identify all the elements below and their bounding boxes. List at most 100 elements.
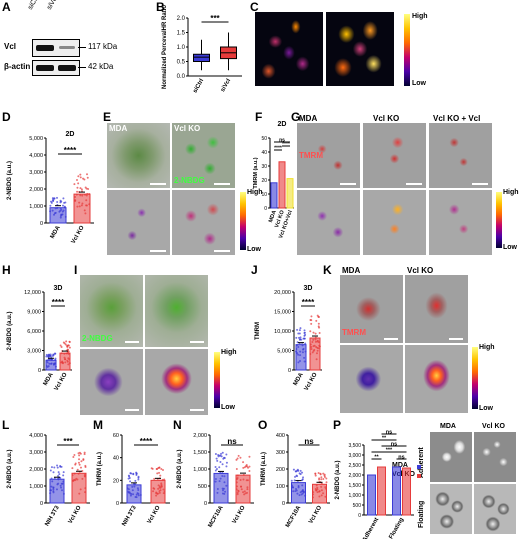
data-point bbox=[221, 463, 224, 466]
category-label: MDA bbox=[293, 371, 305, 386]
size-tick-vcl bbox=[78, 47, 86, 48]
data-point bbox=[312, 331, 315, 334]
data-point bbox=[248, 455, 251, 458]
y-tick-label: 0.0 bbox=[177, 74, 186, 80]
data-point bbox=[242, 466, 245, 469]
data-point bbox=[156, 472, 159, 475]
box bbox=[193, 53, 210, 62]
data-point bbox=[215, 457, 218, 460]
data-point bbox=[73, 454, 76, 457]
category-label: Vcl KO bbox=[147, 505, 162, 525]
data-point bbox=[78, 451, 81, 454]
data-point bbox=[325, 477, 328, 480]
category-label: Vcl KO bbox=[54, 372, 69, 392]
data-point bbox=[314, 474, 317, 477]
data-point bbox=[315, 319, 318, 322]
bar bbox=[150, 479, 166, 504]
data-point bbox=[214, 453, 217, 456]
y-axis-label: 2-NBDG (a.u.) bbox=[177, 449, 183, 488]
data-point bbox=[56, 466, 59, 469]
y-tick-label: 0 bbox=[264, 206, 267, 212]
micrograph-e-vclko-fire bbox=[172, 190, 235, 255]
k-stain-label: TMRM bbox=[342, 328, 366, 337]
y-axis-label: TMRM (a.u.) bbox=[253, 157, 259, 188]
significance-label: **** bbox=[302, 298, 315, 307]
data-point bbox=[52, 198, 55, 201]
micrograph-k-vclko-top bbox=[405, 275, 468, 343]
data-point bbox=[77, 182, 80, 185]
colorbar-c-low: Low bbox=[412, 80, 426, 87]
y-axis-label: 2-NBDG (a.u.) bbox=[7, 449, 13, 488]
y-tick-label: 5,000 bbox=[29, 136, 43, 142]
y-tick-label: 3,000 bbox=[348, 453, 361, 459]
significance-label: **** bbox=[140, 437, 153, 446]
data-point bbox=[214, 469, 217, 472]
data-point bbox=[79, 176, 82, 179]
y-tick-label: 200 bbox=[276, 467, 285, 473]
data-point bbox=[57, 475, 60, 478]
data-point bbox=[248, 469, 251, 472]
chart-title: 3D bbox=[54, 285, 63, 292]
data-point bbox=[132, 472, 135, 475]
micrograph-p-mda-floating bbox=[430, 484, 472, 534]
data-point bbox=[299, 473, 302, 476]
data-point bbox=[66, 344, 69, 347]
data-point bbox=[299, 327, 302, 330]
data-point bbox=[60, 346, 63, 349]
y-tick-label: 10 bbox=[261, 192, 267, 198]
y-tick-label: 0 bbox=[40, 221, 43, 227]
data-point bbox=[299, 336, 302, 339]
e-col-mda: MDA bbox=[109, 124, 128, 133]
y-tick-label: 15,000 bbox=[274, 310, 291, 316]
data-point bbox=[58, 473, 61, 476]
data-point bbox=[137, 478, 140, 481]
panel-label-m: M bbox=[93, 418, 103, 432]
scalebar-i-2 bbox=[190, 341, 204, 343]
category-label: Vcl KO bbox=[232, 505, 247, 525]
p-legend-mda: MDA bbox=[392, 462, 408, 469]
category-label: siVcl bbox=[220, 78, 232, 93]
y-tick-label: 2,000 bbox=[29, 187, 43, 193]
data-point bbox=[83, 178, 86, 181]
colorbar-k bbox=[472, 347, 478, 409]
y-tick-label: 400 bbox=[276, 433, 285, 439]
i-stain-label: 2-NBDG bbox=[82, 334, 113, 343]
bar bbox=[73, 193, 91, 224]
panel-label-e: E bbox=[103, 110, 112, 124]
micrograph-p-vclko-adherent bbox=[474, 432, 516, 482]
data-point bbox=[248, 465, 251, 468]
significance-label: ns bbox=[386, 430, 392, 436]
data-point bbox=[214, 466, 217, 469]
g-stain-label: TMRM bbox=[299, 151, 323, 160]
bar bbox=[49, 478, 65, 504]
micrograph-i-vclko-fire bbox=[145, 349, 208, 415]
data-point bbox=[236, 457, 239, 460]
panel-label-i: I bbox=[74, 263, 78, 277]
p-img-row-floating: Floating bbox=[418, 500, 425, 528]
bar bbox=[402, 467, 411, 516]
data-point bbox=[299, 469, 302, 472]
y-tick-label: 0 bbox=[288, 368, 291, 374]
data-point bbox=[242, 461, 245, 464]
data-point bbox=[78, 458, 81, 461]
data-point bbox=[64, 201, 67, 204]
micrograph-k-vclko-bot bbox=[405, 345, 468, 413]
colorbar-g-low: Low bbox=[503, 244, 517, 251]
category-label: NIH 3T3 bbox=[121, 504, 138, 527]
bar bbox=[71, 472, 87, 504]
data-point bbox=[73, 183, 76, 186]
scalebar-e-1 bbox=[150, 183, 166, 185]
colorbar-c bbox=[404, 14, 410, 86]
data-point bbox=[302, 337, 305, 340]
y-axis-label: 2-NBDG (a.u.) bbox=[7, 161, 13, 200]
y-tick-label: 1,000 bbox=[193, 467, 207, 473]
significance-label: *** bbox=[386, 448, 393, 454]
y-tick-label: 3,000 bbox=[29, 170, 43, 176]
category-label: NIH 3T3 bbox=[44, 504, 61, 527]
scalebar-g-2 bbox=[406, 183, 422, 185]
data-point bbox=[75, 178, 78, 181]
data-point bbox=[218, 466, 221, 469]
micrograph-g-mda-bot bbox=[297, 190, 360, 255]
micrograph-g-vclko-bot bbox=[363, 190, 426, 255]
data-point bbox=[223, 457, 226, 460]
